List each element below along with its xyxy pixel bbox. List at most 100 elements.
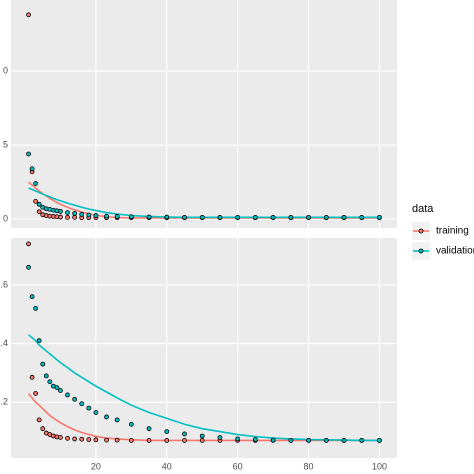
data-point (104, 213, 109, 219)
smooth-line (27, 392, 380, 442)
x-tick-label: 100 (372, 461, 387, 471)
data-point (65, 214, 70, 220)
x-tick-label: 60 (233, 461, 243, 471)
data-point (72, 436, 78, 442)
y-tick-label: 0 (3, 213, 8, 223)
data-point (182, 431, 187, 437)
data-point (164, 437, 170, 443)
data-point (58, 209, 63, 214)
data-point (341, 214, 347, 220)
data-point (54, 385, 60, 391)
data-point (128, 437, 134, 443)
x-tick-label: 80 (304, 461, 314, 471)
legend-label: training (436, 226, 469, 237)
data-point (72, 214, 78, 220)
data-point (104, 414, 109, 420)
data-point (164, 214, 170, 220)
data-point (341, 437, 347, 443)
data-point (40, 426, 46, 432)
data-point (33, 391, 39, 396)
data-point (72, 396, 78, 402)
data-point (79, 211, 85, 217)
smooth-line (28, 187, 380, 219)
legend-key-point (418, 228, 424, 234)
data-point (79, 401, 85, 407)
data-point (79, 436, 85, 442)
data-point (29, 374, 35, 380)
data-point (36, 209, 42, 215)
data-point (86, 405, 92, 411)
data-point (58, 435, 63, 440)
data-point (93, 213, 99, 218)
data-point (199, 214, 205, 220)
data-point (26, 264, 31, 270)
data-point (199, 433, 205, 439)
data-point (252, 214, 258, 220)
data-point (164, 429, 170, 435)
data-point (146, 437, 152, 443)
legend-key-point (418, 248, 424, 254)
data-point (26, 12, 31, 18)
data-point (182, 214, 187, 220)
data-point (65, 435, 70, 441)
data-point (58, 388, 63, 393)
data-point (36, 417, 42, 423)
data-point (29, 166, 35, 172)
smooth-line (28, 334, 380, 442)
data-point (114, 437, 120, 443)
data-point (323, 214, 329, 220)
data-point (40, 361, 46, 367)
data-point (33, 198, 39, 204)
legend-label: validation (436, 246, 474, 257)
y-tick-label: .6 (0, 279, 8, 289)
data-point (93, 437, 99, 443)
data-point (270, 437, 276, 443)
data-point (86, 437, 92, 442)
data-point (377, 214, 382, 220)
data-point (217, 435, 223, 440)
data-point (128, 214, 134, 220)
data-point (359, 437, 365, 443)
data-point (217, 214, 223, 220)
data-point (235, 436, 241, 442)
x-tick-label: 20 (91, 461, 101, 471)
y-tick-label: 0 (3, 65, 8, 75)
data-point (65, 392, 70, 398)
data-point (235, 214, 241, 220)
data-point (104, 437, 109, 443)
data-point (86, 212, 92, 218)
data-point (33, 305, 39, 311)
data-point (33, 181, 39, 186)
data-point (306, 214, 311, 220)
data-point (47, 379, 53, 385)
data-point (26, 151, 31, 157)
data-point (323, 437, 329, 443)
data-point (146, 426, 152, 432)
data-point (29, 294, 35, 300)
data-point (36, 338, 42, 344)
data-point (65, 210, 70, 216)
data-point (252, 437, 258, 442)
data-point (359, 214, 365, 220)
data-point (114, 417, 120, 423)
data-point (58, 214, 63, 220)
x-tick-label: 40 (162, 461, 172, 471)
data-point (26, 241, 31, 247)
legend-title: data (412, 203, 434, 215)
data-point (43, 373, 49, 379)
y-tick-label: 5 (3, 139, 8, 149)
data-point (93, 410, 99, 415)
data-point (199, 437, 205, 443)
data-point (72, 211, 78, 216)
data-point (114, 214, 120, 219)
panel-background (11, 238, 397, 458)
data-point (377, 437, 382, 443)
data-point (288, 214, 294, 220)
data-point (36, 201, 42, 207)
data-point (270, 214, 276, 220)
y-tick-label: .2 (0, 397, 8, 407)
data-point (146, 214, 152, 220)
panel-background (11, 0, 397, 228)
y-tick-label: .4 (0, 338, 8, 348)
